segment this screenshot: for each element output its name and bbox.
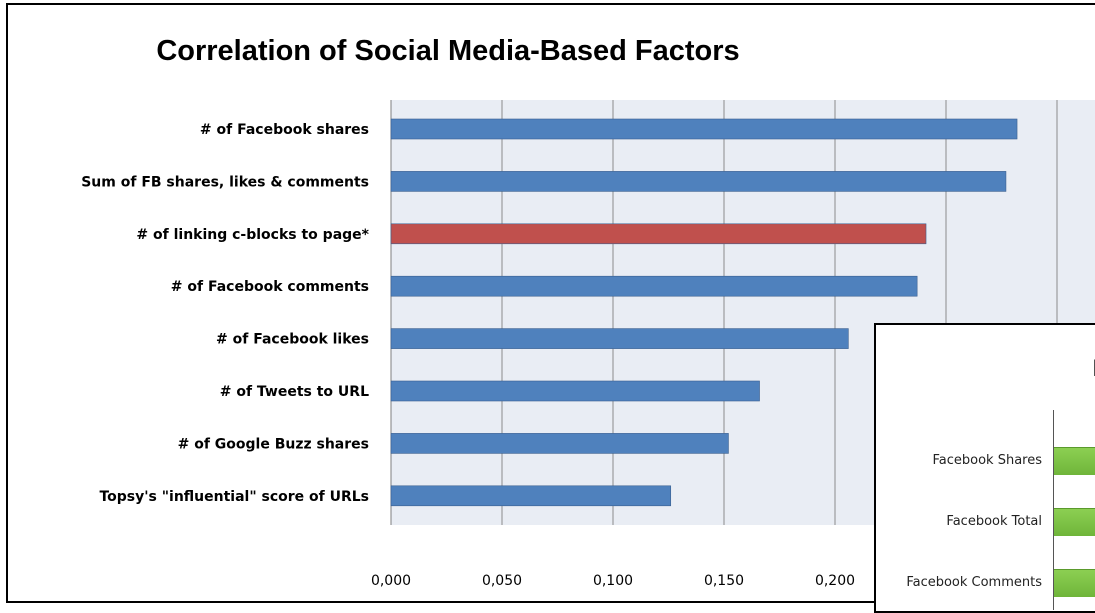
inset-bar [1054,447,1095,475]
category-label: # of Facebook comments [171,279,369,295]
category-label: # of linking c-blocks to page* [136,227,369,243]
bar-5 [390,380,760,402]
category-label: # of Tweets to URL [220,384,369,400]
inset-label: Facebook Shares [932,453,1042,468]
category-label: # of Facebook shares [200,122,369,138]
category-label: # of Facebook likes [216,332,369,348]
inset-bar [1054,508,1095,536]
chart-title: Correlation of Social Media-Based Factor… [156,35,740,67]
x-tick-label: 0,150 [704,573,744,589]
inset-label: Facebook Total [946,514,1042,529]
bar-chart: # of Facebook shares Sum of FB shares, li… [81,100,1095,589]
category-label: Topsy's "influential" score of URLs [99,489,369,505]
inset-title: F [1092,357,1095,382]
inset-bar [1054,569,1095,597]
inset-axis [1053,410,1054,610]
bar-4 [390,328,849,349]
chart-frame: Correlation of Social Media-Based Factor… [6,3,1095,613]
bar-0 [390,118,1018,140]
category-label: # of Google Buzz shares [178,436,369,452]
bar-6 [390,433,729,454]
bar-7 [390,485,672,507]
x-tick-label: 0,050 [482,573,522,589]
bar-3 [390,275,918,297]
bar-2 [390,223,927,245]
inset-label: Facebook Comments [906,575,1042,590]
x-tick-label: 0,000 [371,573,411,589]
inset-chart: F Facebook Shares Facebook Total Facebook … [874,323,1095,613]
category-label: Sum of FB shares, likes & comments [81,174,369,190]
x-tick-label: 0,200 [815,573,855,589]
bar-1 [390,171,1007,192]
x-tick-label: 0,100 [593,573,633,589]
